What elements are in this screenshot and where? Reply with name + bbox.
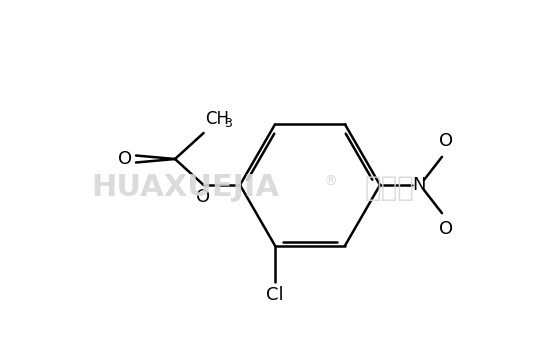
Text: 3: 3: [223, 117, 231, 130]
Text: O: O: [439, 220, 453, 238]
Text: O: O: [439, 132, 453, 150]
Text: ®: ®: [323, 175, 337, 189]
Text: CH: CH: [206, 110, 230, 128]
Text: HUAXUEJIA: HUAXUEJIA: [91, 173, 279, 203]
Text: 化学加: 化学加: [365, 174, 415, 202]
Text: Cl: Cl: [266, 286, 284, 304]
Text: N: N: [412, 176, 426, 194]
Text: O: O: [118, 150, 132, 168]
Text: O: O: [195, 188, 209, 206]
